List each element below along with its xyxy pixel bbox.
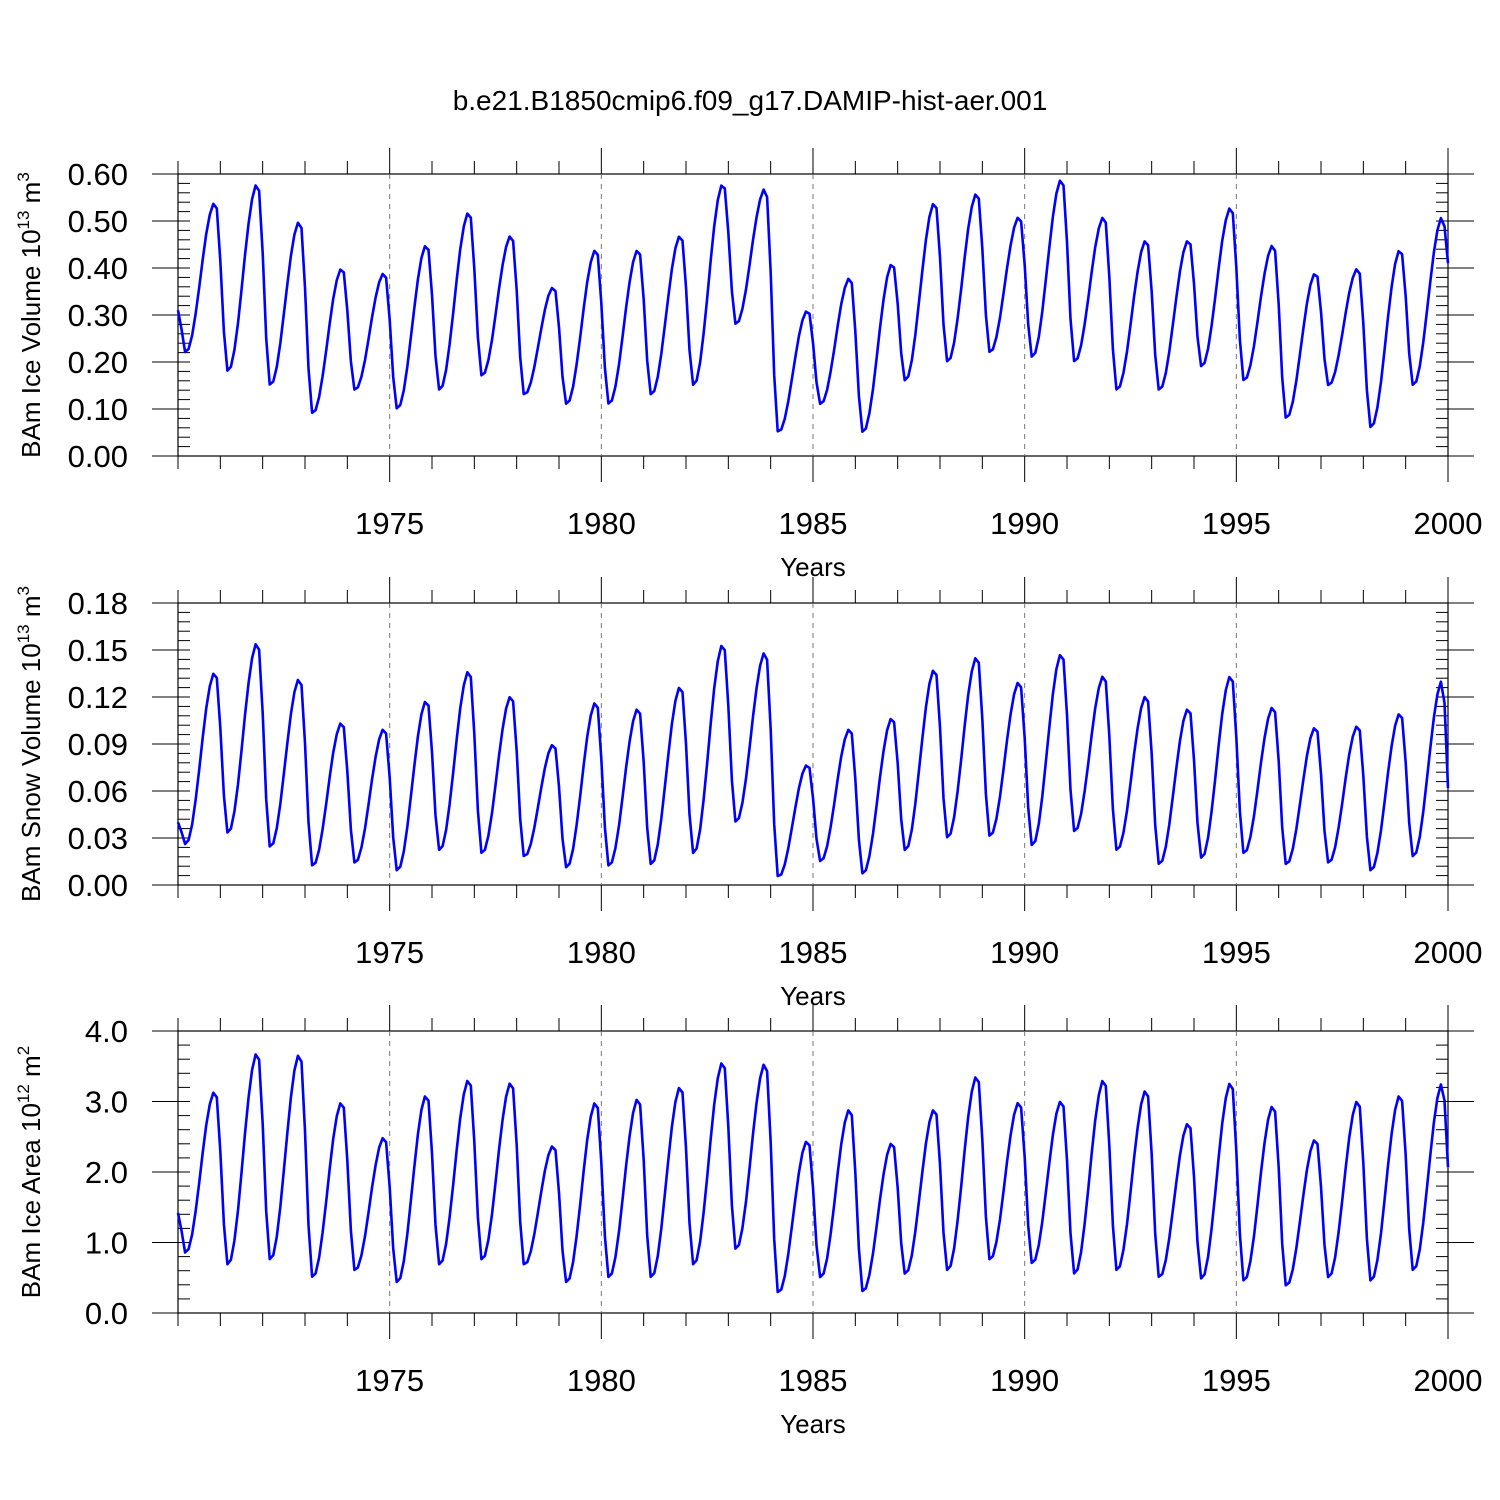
x-tick-label: 1985 — [779, 506, 848, 541]
chart-title: b.e21.B1850cmip6.f09_g17.DAMIP-hist-aer.… — [453, 85, 1048, 116]
x-tick-label: 1975 — [355, 506, 424, 541]
panel-1: 0.00 0.10 0.20 0.30 0.40 0.50 0.60 1975 1980 1985… — [14, 148, 1482, 582]
x-tick-label: 1990 — [990, 1363, 1059, 1398]
y-tick-label: 1.0 — [85, 1226, 128, 1261]
y-axis-label: BAm Ice Area 1012 m2 — [14, 1046, 46, 1298]
x-tick-label: 1985 — [779, 1363, 848, 1398]
x-tick-label: 1975 — [355, 935, 424, 970]
y-tick-label: 0.20 — [68, 345, 128, 380]
y-tick-label: 0.18 — [68, 586, 128, 621]
y-tick-label: 0.12 — [68, 680, 128, 715]
series-line-1 — [176, 643, 1450, 878]
y-tick-label: 0.06 — [68, 774, 128, 809]
panels: 0.00 0.10 0.20 0.30 0.40 0.50 0.60 1975 1980 1985… — [14, 148, 1482, 1439]
y-tick-label: 0.30 — [68, 298, 128, 333]
x-tick-label: 2000 — [1414, 935, 1483, 970]
y-tick-label: 2.0 — [85, 1155, 128, 1190]
y-tick-label: 0.15 — [68, 633, 128, 668]
x-tick-label: 1975 — [355, 1363, 424, 1398]
y-tick-label: 0.40 — [68, 251, 128, 286]
x-tick-label: 1990 — [990, 506, 1059, 541]
x-tick-label: 1995 — [1202, 1363, 1271, 1398]
y-tick-label: 0.10 — [68, 392, 128, 427]
x-tick-label: 1980 — [567, 506, 636, 541]
x-tick-label: 1990 — [990, 935, 1059, 970]
y-axis-label: BAm Snow Volume 1013 m3 — [14, 586, 46, 902]
y-tick-label: 3.0 — [85, 1085, 128, 1120]
x-tick-label: 1980 — [567, 935, 636, 970]
x-axis-label: Years — [780, 1409, 846, 1439]
y-tick-label: 0.60 — [68, 157, 128, 192]
x-tick-label: 1985 — [779, 935, 848, 970]
y-tick-label: 0.09 — [68, 727, 128, 762]
y-tick-label: 0.00 — [68, 439, 128, 474]
x-tick-label: 1980 — [567, 1363, 636, 1398]
y-tick-label: 0.00 — [68, 868, 128, 903]
y-tick-label: 4.0 — [85, 1014, 128, 1049]
y-tick-label: 0.03 — [68, 821, 128, 856]
y-tick-label: 0.0 — [85, 1296, 128, 1331]
y-tick-label: 0.50 — [68, 204, 128, 239]
series-line-1 — [176, 1053, 1450, 1294]
y-axis-label: BAm Ice Volume 1013 m3 — [14, 172, 46, 458]
x-tick-label: 1995 — [1202, 506, 1271, 541]
x-tick-label: 1995 — [1202, 935, 1271, 970]
x-tick-label: 2000 — [1414, 506, 1483, 541]
panel-2: 0.00 0.03 0.06 0.09 0.12 0.15 0.18 1975 1980 1985… — [14, 577, 1482, 1011]
x-tick-label: 2000 — [1414, 1363, 1483, 1398]
series-line-1 — [176, 179, 1450, 433]
panel-3: 0.0 1.0 2.0 3.0 4.0 1975 1980 1985 1990 1995 2000 Y… — [14, 1005, 1482, 1439]
